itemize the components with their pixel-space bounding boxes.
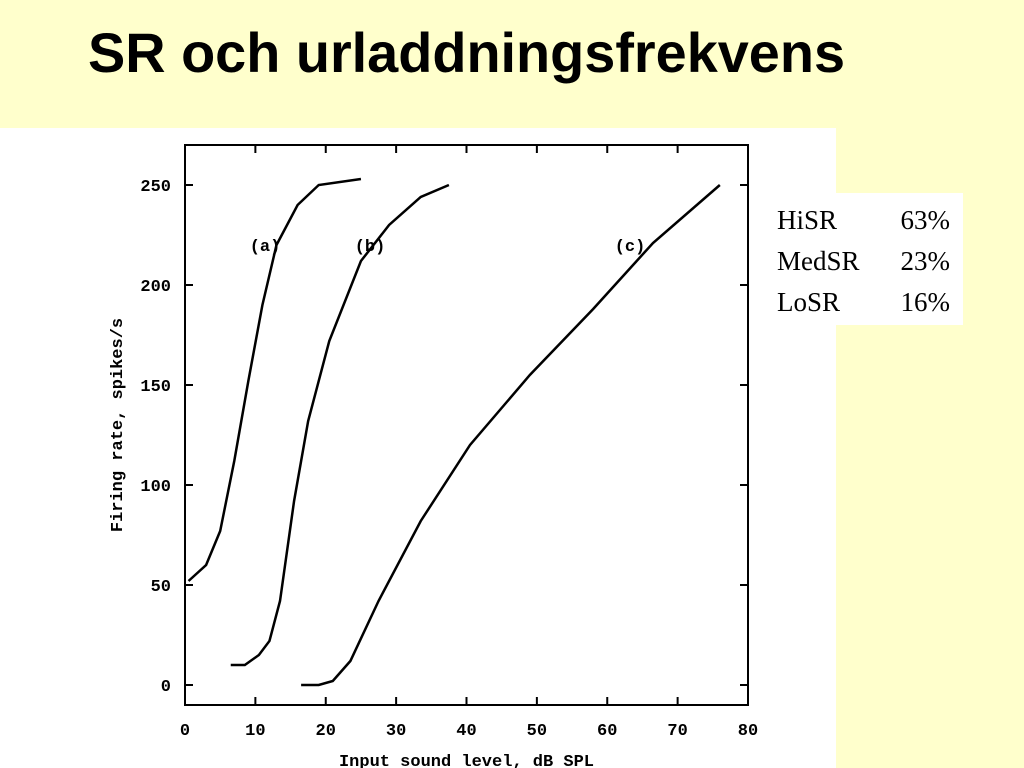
x-tick-label: 30 — [386, 722, 406, 741]
y-tick-label: 0 — [161, 678, 171, 697]
x-tick-label: 0 — [180, 722, 190, 741]
x-tick-label: 20 — [316, 722, 336, 741]
curve-label: (a) — [250, 238, 281, 257]
sr-table: HiSR 63% MedSR 23% LoSR 16% — [777, 205, 950, 317]
x-axis-label: Input sound level, dB SPL — [339, 753, 594, 768]
curve — [230, 183, 450, 667]
x-tick-label: 10 — [245, 722, 265, 741]
row-value: 63% — [901, 205, 951, 235]
y-tick-label: 100 — [140, 478, 171, 497]
curve — [187, 177, 362, 582]
y-tick-label: 150 — [140, 378, 171, 397]
chart: 0 10 20 30 40 50 60 70 80 0 50 100 150 200 250 Input so… — [109, 144, 758, 768]
x-tick-label: 60 — [597, 722, 617, 741]
y-tick-label: 250 — [140, 178, 171, 197]
row-value: 16% — [901, 287, 951, 317]
row-label: LoSR — [777, 287, 840, 317]
curve-label: (b) — [355, 238, 386, 257]
curve — [301, 184, 721, 687]
y-axis-label: Firing rate, spikes/s — [109, 318, 128, 532]
x-tick-label: 80 — [738, 722, 758, 741]
slide-title: SR och urladdningsfrekvens — [88, 21, 845, 84]
chart-panel — [0, 128, 836, 768]
y-tick-label: 200 — [140, 278, 171, 297]
row-value: 23% — [901, 246, 951, 276]
curve-label: (c) — [615, 238, 646, 257]
text-box — [770, 193, 963, 325]
x-tick-label: 50 — [527, 722, 547, 741]
row-label: MedSR — [777, 246, 860, 276]
row-label: HiSR — [777, 205, 837, 235]
y-tick-label: 50 — [151, 578, 171, 597]
x-tick-label: 40 — [456, 722, 476, 741]
x-tick-label: 70 — [667, 722, 687, 741]
